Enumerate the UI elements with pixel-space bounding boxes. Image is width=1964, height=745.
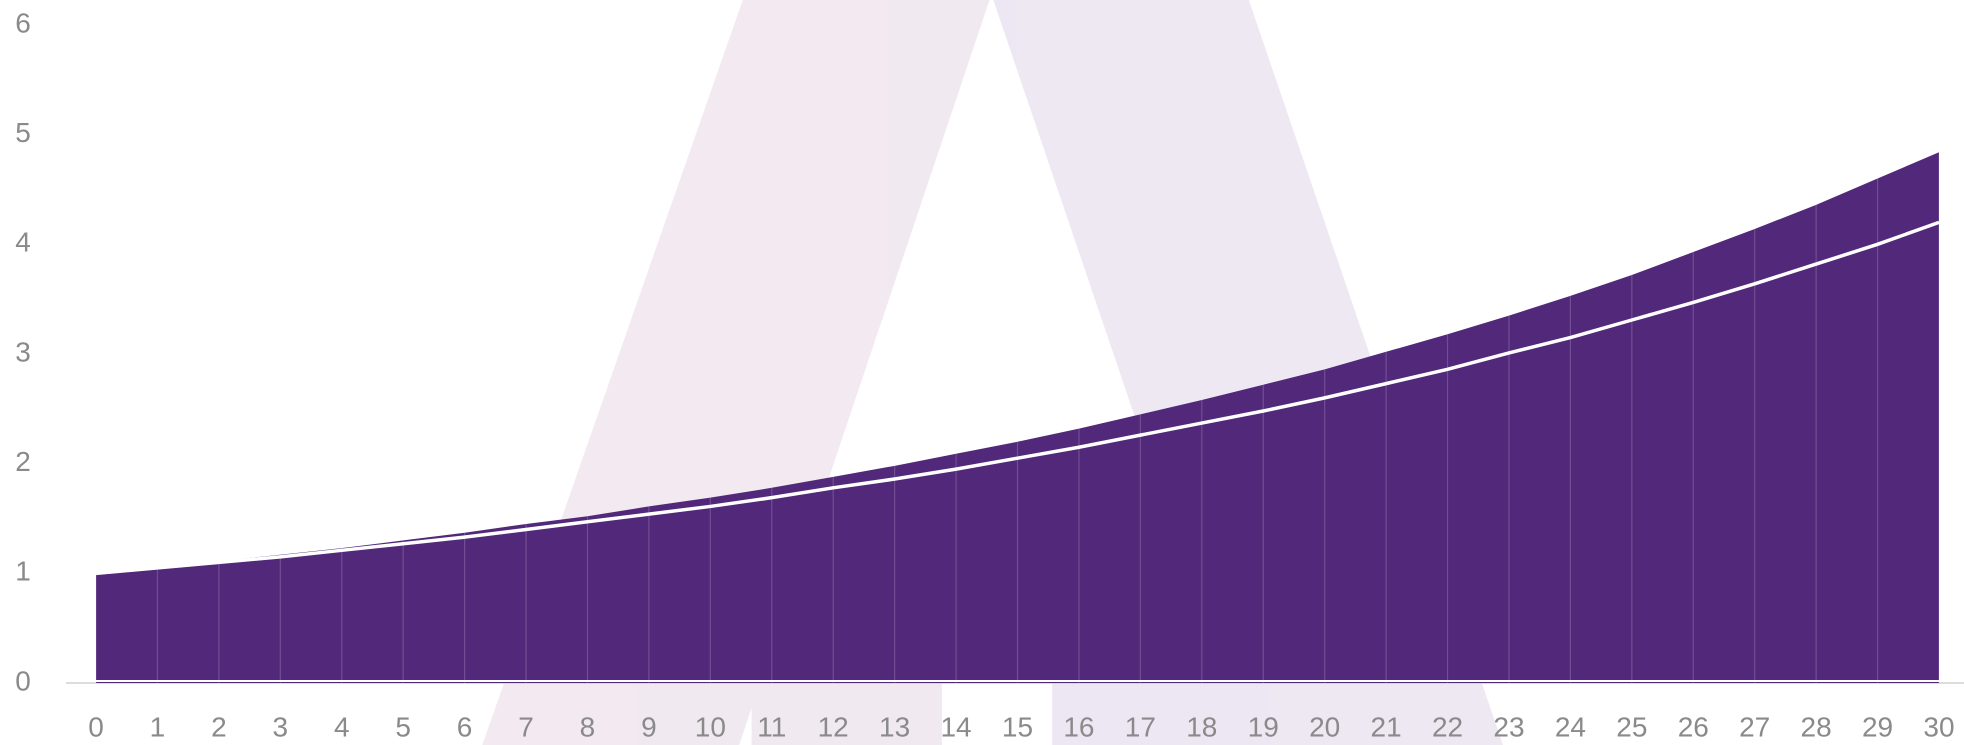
- y-tick-label: 2: [15, 446, 31, 477]
- y-tick-label: 4: [15, 227, 31, 258]
- x-tick-label: 0: [88, 711, 104, 742]
- x-tick-label: 2: [211, 711, 227, 742]
- x-tick-label: 30: [1923, 711, 1954, 742]
- x-tick-label: 24: [1555, 711, 1586, 742]
- x-tick-label: 7: [518, 711, 534, 742]
- x-tick-label: 26: [1678, 711, 1709, 742]
- x-tick-label: 18: [1186, 711, 1217, 742]
- area: [96, 152, 1939, 684]
- x-tick-label: 3: [273, 711, 289, 742]
- line: [95, 220, 1940, 576]
- x-tick-label: 27: [1739, 711, 1770, 742]
- x-tick-label: 6: [457, 711, 473, 742]
- x-tick-label: 11: [757, 711, 786, 742]
- x-tick-label: 29: [1862, 711, 1893, 742]
- x-tick-label: 15: [1002, 711, 1033, 742]
- x-tick-label: 10: [695, 711, 726, 742]
- x-tick-label: 25: [1616, 711, 1647, 742]
- x-tick-label: 19: [1248, 711, 1279, 742]
- x-tick-label: 22: [1432, 711, 1463, 742]
- x-tick-label: 4: [334, 711, 350, 742]
- watermark-bar: [1052, 682, 1253, 745]
- x-tick-label: 21: [1371, 711, 1402, 742]
- y-tick-label: 3: [15, 336, 31, 367]
- x-tick-label: 9: [641, 711, 657, 742]
- x-tick-label: 8: [580, 711, 596, 742]
- watermark-bar: [751, 682, 942, 745]
- y-tick-label: 0: [15, 665, 31, 696]
- x-tick-label: 14: [940, 711, 971, 742]
- x-tick-label: 16: [1063, 711, 1094, 742]
- y-tick-label: 5: [15, 117, 31, 148]
- y-tick-label: 6: [15, 7, 31, 38]
- x-tick-label: 1: [150, 711, 166, 742]
- y-tick-label: 1: [15, 556, 31, 587]
- x-tick-label: 5: [395, 711, 411, 742]
- x-tick-label: 12: [818, 711, 849, 742]
- x-tick-label: 13: [879, 711, 910, 742]
- x-tick-label: 28: [1801, 711, 1832, 742]
- x-tick-label: 20: [1309, 711, 1340, 742]
- x-tick-label: 23: [1493, 711, 1524, 742]
- x-tick-label: 17: [1125, 711, 1156, 742]
